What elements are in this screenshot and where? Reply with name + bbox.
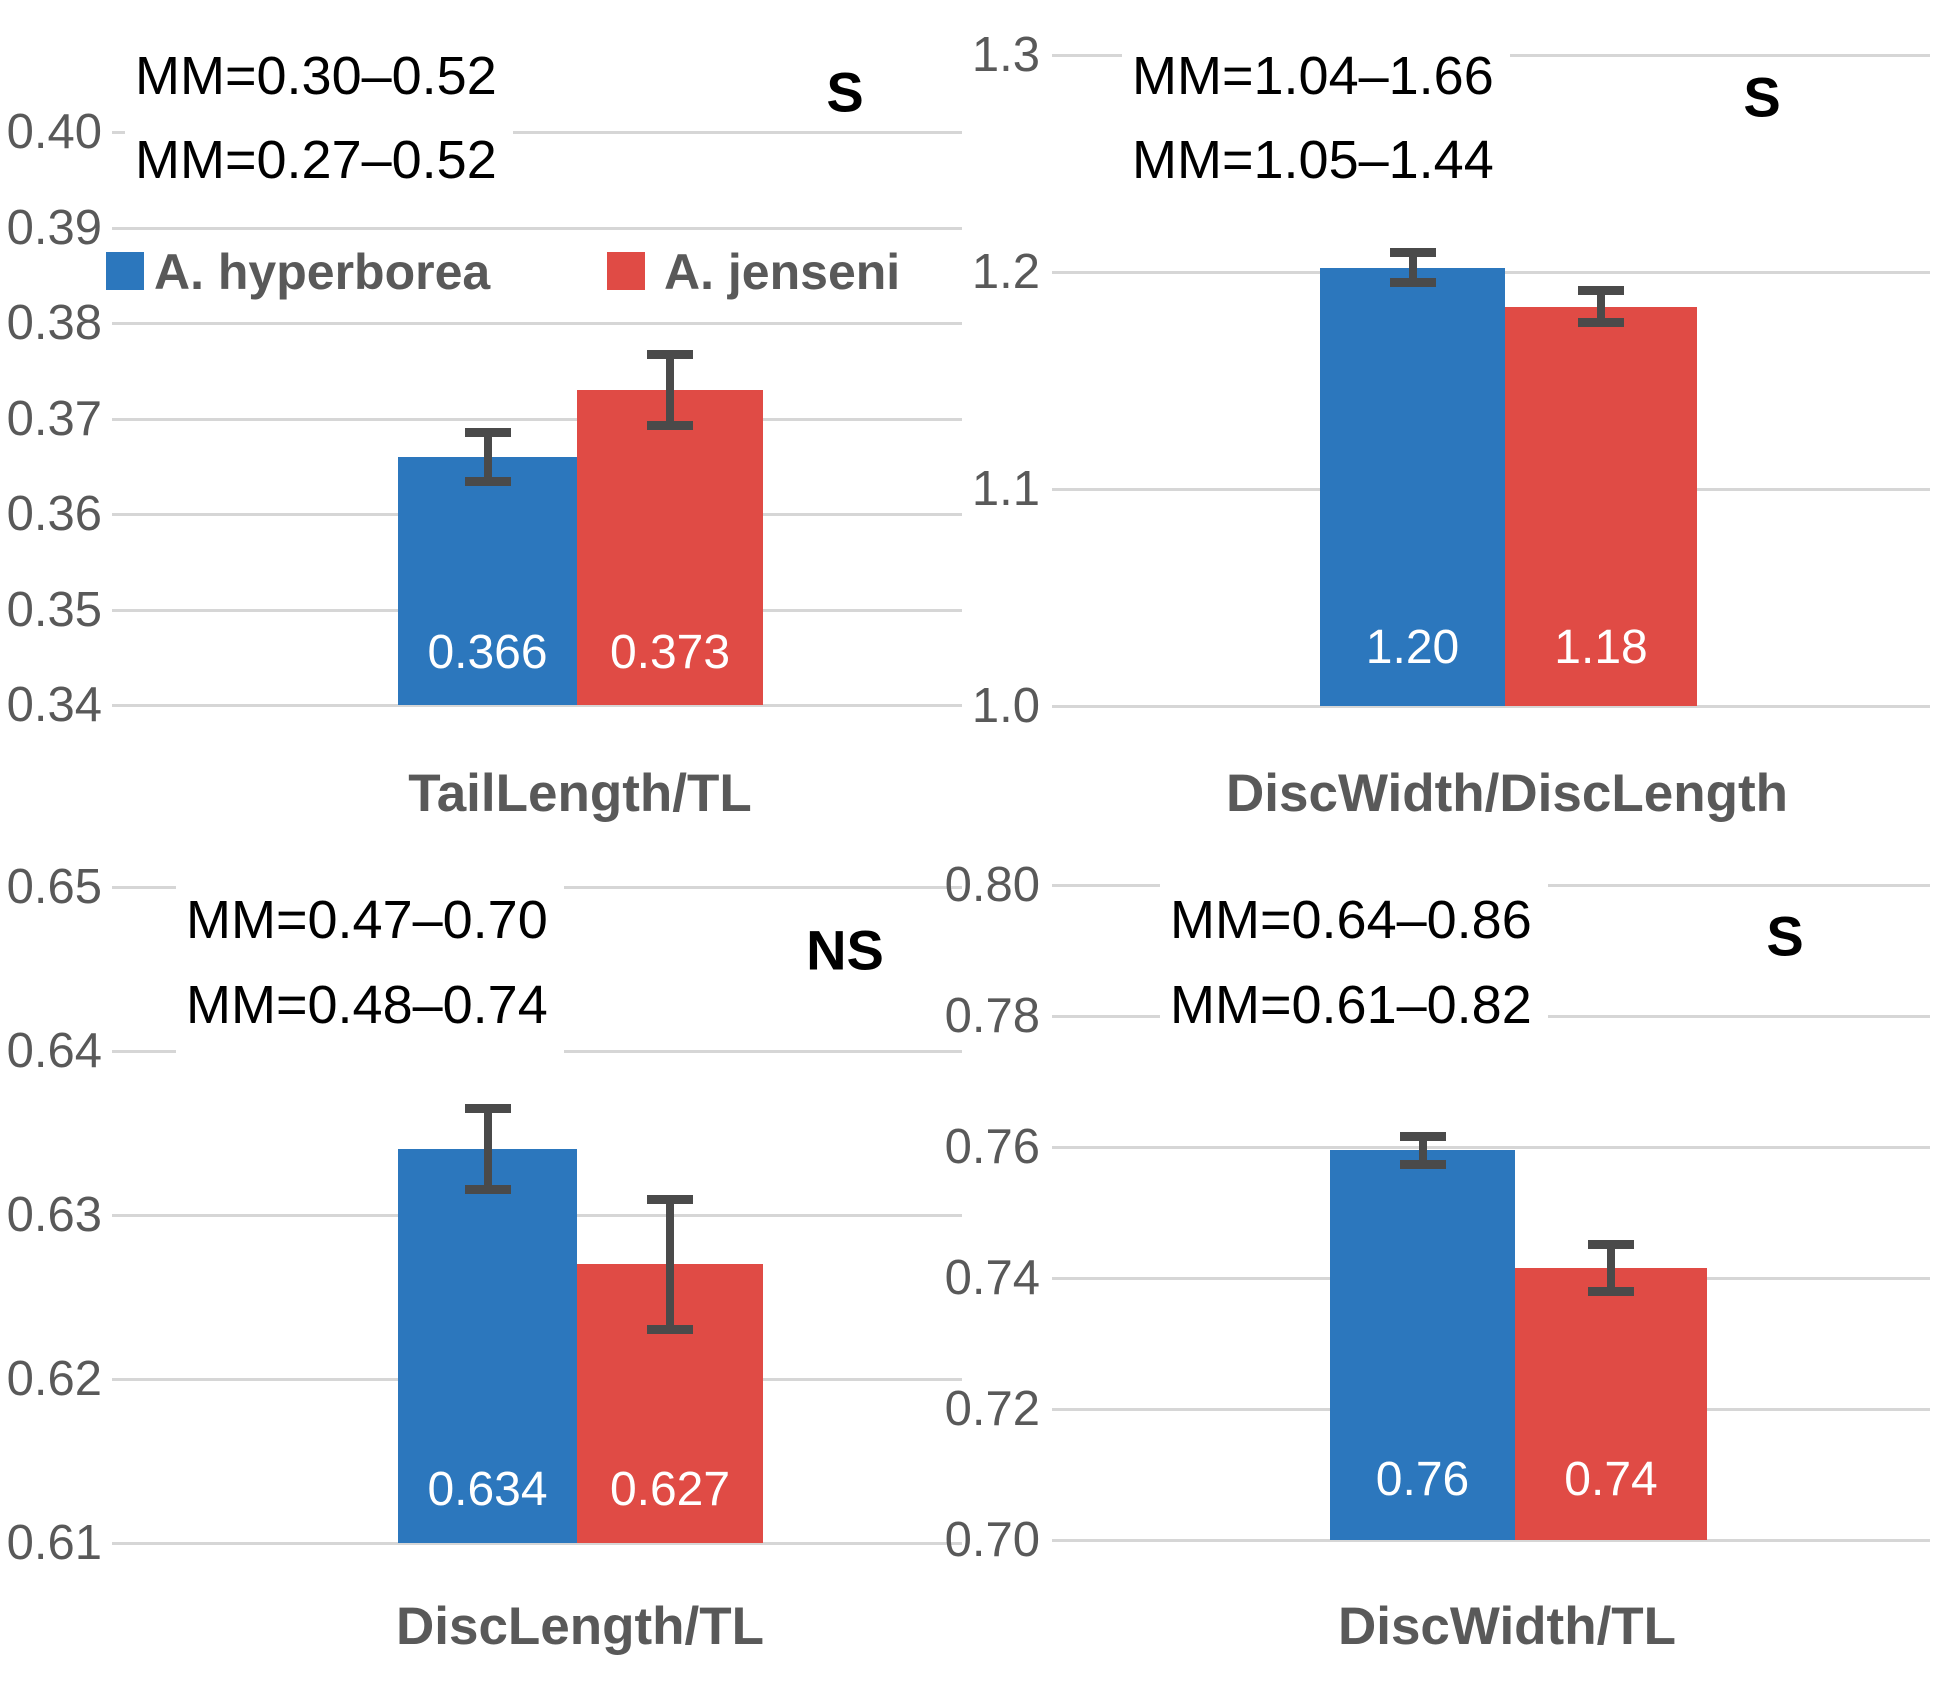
error-bar-cap-top bbox=[1389, 248, 1436, 258]
mm-range-line1: MM=0.30–0.52 bbox=[135, 46, 497, 106]
error-bar-line bbox=[1418, 1135, 1427, 1165]
error-bar-line bbox=[1597, 290, 1605, 323]
bar-a-hyperborea bbox=[1320, 267, 1505, 706]
y-axis-tick-label: 0.62 bbox=[6, 1352, 102, 1406]
mm-range-annotation: MM=0.30–0.52 MM=0.27–0.52 bbox=[125, 30, 513, 210]
error-bar-line bbox=[666, 353, 674, 427]
error-bar-cap-top bbox=[647, 349, 693, 359]
bar-value-label: 0.627 bbox=[609, 1463, 731, 1516]
error-bar-line bbox=[1408, 252, 1417, 283]
gridline bbox=[112, 131, 962, 134]
error-bar-cap-bottom bbox=[1578, 317, 1624, 327]
error-bar-cap-bottom bbox=[464, 476, 511, 486]
error-bar-line bbox=[1607, 1243, 1615, 1293]
bar-a-jenseni bbox=[1505, 306, 1697, 706]
y-axis-tick-label: 0.38 bbox=[6, 296, 102, 350]
gridline bbox=[1052, 1146, 1930, 1149]
legend-label: A. jenseni bbox=[664, 244, 901, 300]
y-axis-tick-label: 0.63 bbox=[6, 1188, 102, 1242]
error-bar-cap-bottom bbox=[1588, 1287, 1634, 1297]
error-bar-cap-bottom bbox=[647, 421, 693, 431]
y-axis-tick-label: 0.74 bbox=[944, 1251, 1040, 1305]
bar-a-jenseni bbox=[1515, 1268, 1707, 1540]
y-axis-tick-label: 0.78 bbox=[944, 989, 1040, 1043]
gridline bbox=[112, 226, 962, 230]
error-bar-cap-top bbox=[1399, 1131, 1446, 1141]
x-axis-label: DiscLength/TL bbox=[395, 1597, 765, 1656]
error-bar-cap-top bbox=[1578, 286, 1624, 296]
y-axis-tick-label: 0.37 bbox=[6, 391, 102, 446]
y-axis-tick-label: 0.36 bbox=[6, 487, 102, 541]
mm-range-annotation: MM=1.04–1.66 MM=1.05–1.44 bbox=[1122, 30, 1510, 210]
bar-value-label: 0.366 bbox=[427, 626, 548, 679]
red-square-icon bbox=[607, 252, 645, 290]
y-axis-tick-label: 1.2 bbox=[971, 245, 1040, 299]
error-bar-cap-top bbox=[1588, 1239, 1634, 1249]
mm-range-line2: MM=1.05–1.44 bbox=[1132, 130, 1494, 190]
error-bar-line bbox=[483, 431, 492, 482]
error-bar-cap-top bbox=[464, 1104, 511, 1114]
bar-value-label: 0.634 bbox=[427, 1463, 548, 1516]
bar-a-hyperborea bbox=[398, 1149, 577, 1543]
error-bar-cap-bottom bbox=[464, 1185, 511, 1195]
y-axis-tick-label: 0.65 bbox=[6, 860, 102, 914]
bar-a-jenseni bbox=[577, 389, 763, 705]
y-axis-tick-label: 0.61 bbox=[6, 1516, 102, 1570]
x-axis-label: DiscWidth/DiscLength bbox=[1226, 764, 1788, 823]
mm-range-annotation: MM=0.64–0.86 MM=0.61–0.82 bbox=[1160, 874, 1548, 1056]
gridline bbox=[112, 1542, 962, 1545]
y-axis-tick-label: 0.34 bbox=[6, 678, 102, 732]
significance-label: S bbox=[1721, 60, 1803, 134]
error-bar-line bbox=[666, 1198, 674, 1330]
y-axis-tick-label: 0.64 bbox=[6, 1024, 102, 1078]
significance-label: NS bbox=[784, 913, 906, 987]
gridline bbox=[112, 417, 962, 421]
error-bar-cap-bottom bbox=[647, 1324, 693, 1334]
mm-range-line1: MM=0.47–0.70 bbox=[186, 890, 548, 950]
gridline bbox=[112, 704, 962, 707]
error-bar-cap-top bbox=[647, 1194, 693, 1204]
y-axis-tick-label: 1.1 bbox=[971, 462, 1040, 516]
y-axis-tick-label: 1.3 bbox=[971, 28, 1040, 82]
mm-range-line1: MM=0.64–0.86 bbox=[1170, 890, 1532, 950]
gridline bbox=[112, 322, 962, 325]
bar-a-hyperborea bbox=[398, 456, 577, 705]
mm-range-line1: MM=1.04–1.66 bbox=[1132, 46, 1494, 106]
error-bar-line bbox=[483, 1108, 492, 1191]
y-axis-tick-label: 0.35 bbox=[6, 582, 102, 637]
error-bar-cap-top bbox=[464, 427, 511, 437]
error-bar-cap-bottom bbox=[1389, 277, 1436, 287]
mm-range-annotation: MM=0.47–0.70 MM=0.48–0.74 bbox=[176, 874, 564, 1056]
significance-label: S bbox=[804, 55, 886, 129]
bar-value-label: 1.18 bbox=[1554, 621, 1648, 674]
x-axis-label: DiscWidth/TL bbox=[1337, 1597, 1677, 1656]
y-axis-tick-label: 0.70 bbox=[944, 1513, 1040, 1567]
y-axis-tick-label: 0.76 bbox=[944, 1120, 1040, 1174]
bar-value-label: 0.74 bbox=[1564, 1453, 1658, 1506]
mm-range-line2: MM=0.48–0.74 bbox=[186, 975, 548, 1035]
bar-value-label: 0.373 bbox=[609, 626, 731, 679]
blue-square-icon bbox=[106, 252, 144, 290]
mm-range-line2: MM=0.27–0.52 bbox=[135, 130, 497, 190]
mm-range-line2: MM=0.61–0.82 bbox=[1170, 975, 1532, 1035]
y-axis-tick-label: 0.40 bbox=[6, 105, 102, 159]
y-axis-tick-label: 1.0 bbox=[971, 679, 1040, 733]
x-axis-label: TailLength/TL bbox=[408, 764, 752, 823]
bar-a-hyperborea bbox=[1330, 1150, 1515, 1540]
error-bar-cap-bottom bbox=[1399, 1159, 1446, 1169]
y-axis-tick-label: 0.72 bbox=[944, 1382, 1040, 1436]
bar-value-label: 1.20 bbox=[1365, 621, 1460, 674]
legend-label: A. hyperborea bbox=[154, 244, 491, 300]
significance-label: S bbox=[1744, 899, 1826, 973]
bar-value-label: 0.76 bbox=[1375, 1453, 1470, 1506]
gridline bbox=[1052, 705, 1930, 708]
gridline bbox=[1052, 1539, 1930, 1542]
y-axis-tick-label: 0.80 bbox=[944, 858, 1040, 912]
y-axis-tick-label: 0.39 bbox=[6, 200, 102, 255]
